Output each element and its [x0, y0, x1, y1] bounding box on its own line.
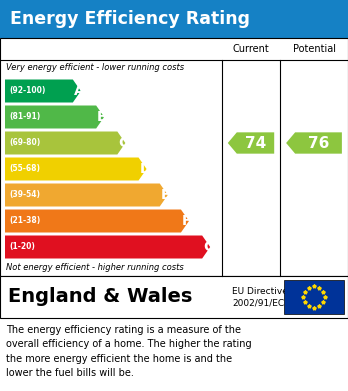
Text: Current: Current	[232, 44, 269, 54]
Text: Potential: Potential	[293, 44, 335, 54]
Text: (1-20): (1-20)	[9, 242, 35, 251]
Bar	[0, 0, 348, 38]
Text: 74: 74	[245, 136, 266, 151]
Polygon shape	[5, 106, 104, 129]
Polygon shape	[5, 235, 210, 258]
Text: (81-91): (81-91)	[9, 113, 40, 122]
Polygon shape	[5, 79, 81, 102]
Polygon shape	[286, 132, 342, 154]
Text: England & Wales: England & Wales	[8, 287, 192, 307]
Text: EU Directive
2002/91/EC: EU Directive 2002/91/EC	[232, 287, 288, 307]
Text: A: A	[74, 84, 85, 98]
Text: D: D	[140, 162, 151, 176]
Polygon shape	[228, 132, 274, 154]
Text: G: G	[203, 240, 214, 254]
Text: Very energy efficient - lower running costs: Very energy efficient - lower running co…	[6, 63, 184, 72]
Polygon shape	[5, 210, 189, 233]
Text: E: E	[161, 188, 170, 202]
Text: 76: 76	[308, 136, 329, 151]
Text: F: F	[182, 214, 191, 228]
Polygon shape	[5, 158, 147, 181]
Text: B: B	[97, 110, 108, 124]
Text: The energy efficiency rating is a measure of the
overall efficiency of a home. T: The energy efficiency rating is a measur…	[6, 325, 252, 378]
Text: C: C	[118, 136, 129, 150]
Text: Energy Efficiency Rating: Energy Efficiency Rating	[10, 10, 250, 28]
Text: (21-38): (21-38)	[9, 217, 40, 226]
Bar	[0, 276, 348, 318]
Text: Not energy efficient - higher running costs: Not energy efficient - higher running co…	[6, 264, 184, 273]
Text: (69-80): (69-80)	[9, 138, 40, 147]
Bar	[284, 280, 344, 314]
Bar	[0, 38, 348, 276]
Polygon shape	[5, 183, 168, 206]
Polygon shape	[5, 131, 125, 154]
Text: (55-68): (55-68)	[9, 165, 40, 174]
Text: (92-100): (92-100)	[9, 86, 45, 95]
Text: (39-54): (39-54)	[9, 190, 40, 199]
